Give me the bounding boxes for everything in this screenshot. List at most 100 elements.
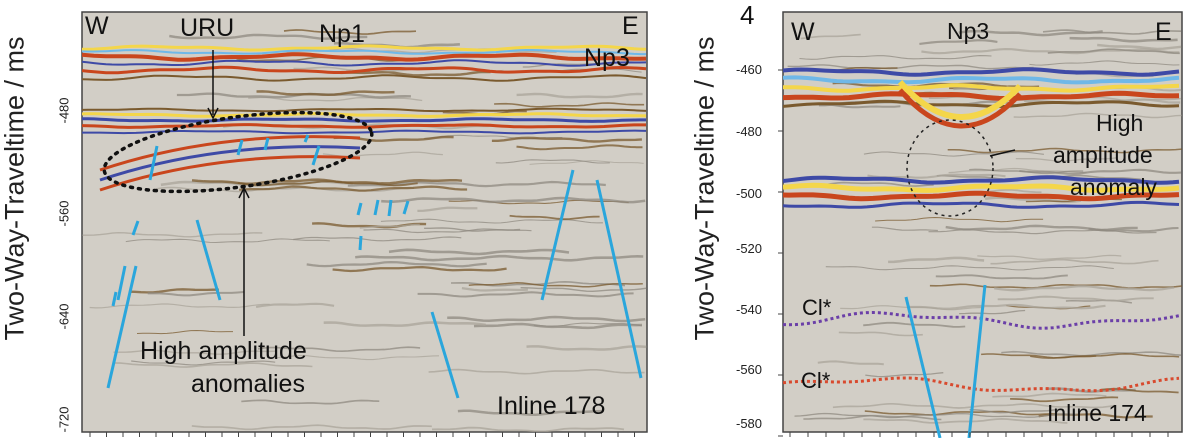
right-strong-reflector (783, 67, 1180, 77)
left-strong-reflector (82, 52, 647, 62)
left-texture-reflector (494, 102, 645, 108)
left-section-group (81, 11, 648, 437)
anomalies-label-line2: anomalies (191, 370, 305, 398)
right-texture-reflector (888, 256, 985, 264)
west-label: W (85, 12, 109, 40)
left-texture-reflector (332, 265, 507, 273)
left-texture-reflector (516, 144, 643, 151)
np1-label: Np1 (319, 20, 365, 48)
left-texture-reflector (509, 214, 600, 220)
right-texture-reflector (1015, 157, 1118, 162)
left-texture-reflector (248, 96, 423, 102)
right-texture-reflector (935, 274, 1068, 280)
np3-label: Np3 (584, 44, 630, 72)
left-strong-reflector (82, 65, 647, 75)
west-label-right: W (791, 18, 815, 46)
anomalies-label-line1: High amplitude (140, 337, 307, 365)
left-y-tick-720: -720 (56, 406, 72, 433)
left-texture-reflector (491, 136, 642, 143)
left-texture-reflector (113, 349, 276, 355)
left-texture-reflector (428, 368, 645, 375)
left-texture-reflector (355, 254, 644, 262)
left-texture-reflector (114, 362, 313, 368)
left-strong-reflector (82, 123, 646, 129)
left-texture-reflector (388, 248, 570, 256)
left-texture-reflector (468, 282, 643, 288)
left-strong-reflector (82, 44, 647, 52)
left-texture-reflector (526, 345, 647, 351)
left-fault-line (402, 200, 410, 215)
right-section-group (778, 11, 1183, 438)
right-anomaly-arrow (989, 149, 1016, 157)
right-strong-reflector (783, 90, 1180, 102)
right-texture-reflector (800, 33, 861, 40)
left-strong-reflector (82, 107, 647, 113)
right-reflectors (783, 29, 1182, 424)
right-texture-reflector (1013, 112, 1182, 119)
left-y-tick-640: -640 (56, 303, 72, 330)
left-texture-reflector (125, 238, 330, 244)
left-fault-line (595, 179, 643, 379)
inline-label-right: Inline 174 (1047, 400, 1147, 426)
left-y-tick-560: -560 (56, 200, 72, 227)
right-texture-reflector (1045, 387, 1136, 393)
left-anomaly-reflector (99, 145, 361, 182)
right-y-tick-480: -480 (736, 124, 763, 139)
left-texture-reflector (131, 360, 276, 366)
left-texture-reflector (473, 322, 643, 330)
left-fault-line (111, 291, 118, 307)
inline-label-left: Inline 178 (497, 392, 606, 420)
anomaly-label-line2: amplitude (1053, 142, 1153, 168)
right-texture-reflector (832, 402, 1116, 409)
right-texture-reflector (825, 265, 1114, 271)
right-texture-reflector (992, 392, 1107, 398)
left-texture-reflector (522, 63, 601, 68)
right-strong-reflector (783, 175, 1180, 185)
right-texture-reflector (799, 55, 992, 60)
left-texture-reflector (293, 236, 462, 242)
left-fault-line (236, 139, 244, 156)
left-fault-line (303, 134, 310, 143)
right-texture-reflector (919, 39, 998, 45)
left-fault-line (131, 220, 140, 236)
right-texture-reflector (817, 360, 884, 366)
left-fault-line (116, 265, 127, 301)
left-fault-line (356, 202, 363, 216)
left-anomaly-reflector (99, 135, 361, 172)
right-texture-reflector (1069, 36, 1178, 43)
left-strong-reflector (82, 129, 647, 135)
left-texture-reflector (82, 231, 263, 238)
right-texture-reflector (958, 29, 1103, 37)
left-strong-reflector (82, 117, 646, 123)
east-label: E (622, 12, 639, 40)
left-fault-line (106, 265, 138, 389)
left-texture-reflector (529, 160, 644, 165)
right-texture-reflector (981, 353, 1180, 359)
left-texture-reflector (363, 228, 532, 234)
right-texture-reflector (945, 224, 1138, 232)
left-strong-reflector (82, 112, 647, 118)
left-texture-reflector (417, 206, 478, 213)
right-texture-reflector (959, 309, 1026, 315)
right-texture-reflector (787, 64, 1034, 70)
right-texture-reflector (1010, 396, 1119, 403)
left-seismic-panel: Two-Way-Traveltime / ms -480 -560 -640 -… (0, 11, 648, 437)
right-texture-reflector (863, 151, 1044, 157)
left-y-axis-title: Two-Way-Traveltime / ms (0, 36, 30, 341)
left-fault-line (358, 235, 363, 251)
right-seismic-section (778, 11, 1183, 438)
left-texture-reflector (89, 303, 270, 309)
left-strong-reflector (82, 74, 647, 82)
np3-depression-reflector (898, 88, 1022, 129)
left-texture-reflector (169, 33, 368, 40)
np3-depression-reflector (897, 80, 1023, 120)
anomalies-arrow-head (238, 186, 250, 199)
left-texture-reflector (176, 92, 411, 99)
right-texture-reflector (1042, 29, 1182, 35)
left-texture-reflector (340, 70, 491, 77)
left-texture-reflector (359, 223, 420, 229)
right-texture-reflector (990, 258, 1159, 265)
left-fault-line (373, 199, 380, 216)
anomaly-label-line3: anomaly (1070, 174, 1157, 200)
right-texture-reflector (929, 283, 1182, 289)
